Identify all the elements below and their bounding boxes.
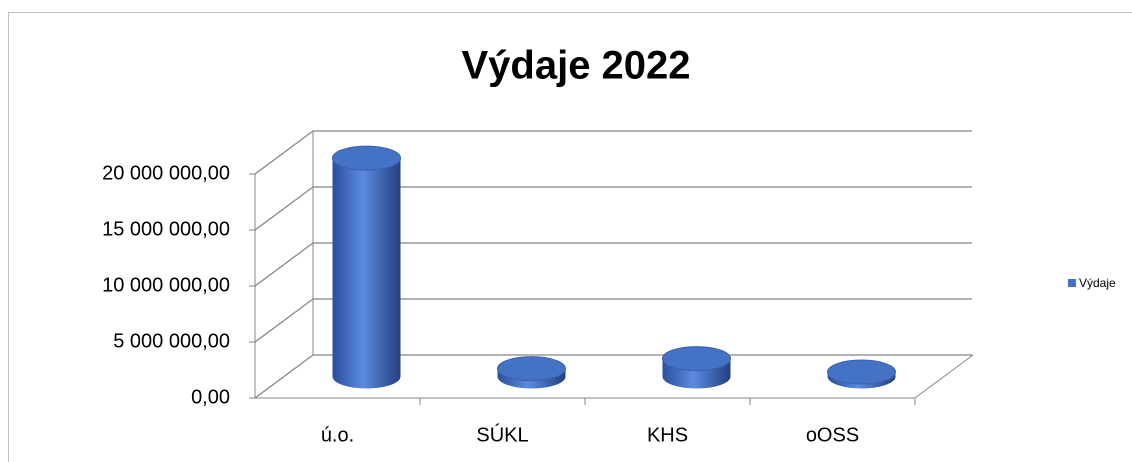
y-tick-label: 0,00 [191, 386, 230, 408]
bar-top [497, 356, 566, 382]
y-tick-label: 10 000 000,00 [102, 274, 230, 296]
chart-title: Výdaje 2022 [461, 44, 690, 88]
floor-edge [914, 354, 974, 399]
x-tick-label: oOSS [806, 424, 859, 446]
y-tick-label: 15 000 000,00 [102, 218, 230, 240]
y-tick-label: 20 000 000,00 [102, 162, 230, 184]
frame [8, 12, 1132, 462]
bar-top [827, 359, 896, 385]
y-tick-label: 5 000 000,00 [113, 330, 230, 352]
x-tick-label: KHS [647, 424, 688, 446]
legend-swatch [1068, 279, 1076, 287]
bar-top [662, 346, 731, 372]
x-tick-label: SÚKL [476, 423, 528, 446]
bar-body [332, 158, 401, 389]
legend-label: Výdaje [1079, 276, 1116, 290]
x-tick-label: ú.o. [321, 424, 354, 446]
bar-top [332, 145, 401, 171]
